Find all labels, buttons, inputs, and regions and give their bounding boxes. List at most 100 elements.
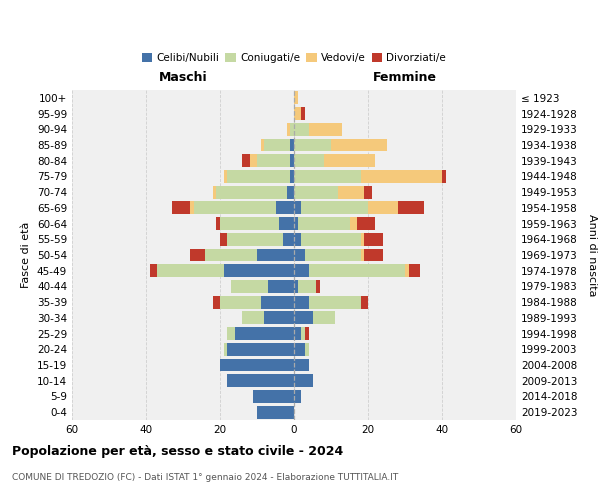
Bar	[305, 327, 309, 340]
Bar	[220, 233, 227, 245]
Bar	[338, 186, 364, 198]
Bar	[265, 138, 290, 151]
Bar	[364, 233, 383, 245]
Bar	[313, 312, 335, 324]
Bar	[227, 327, 235, 340]
Bar	[294, 358, 309, 372]
Bar	[227, 233, 283, 245]
Bar	[287, 186, 294, 198]
Bar	[220, 296, 260, 308]
Bar	[364, 248, 383, 262]
Bar	[227, 343, 294, 355]
Bar	[323, 154, 376, 167]
Bar	[212, 296, 220, 308]
Bar	[298, 217, 349, 230]
Bar	[305, 248, 361, 262]
Bar	[294, 154, 323, 167]
Bar	[309, 264, 405, 277]
Bar	[268, 280, 294, 293]
Bar	[301, 107, 305, 120]
Bar	[220, 358, 294, 372]
Bar	[287, 123, 290, 136]
Bar	[294, 107, 301, 120]
Bar	[231, 280, 268, 293]
Bar	[257, 154, 290, 167]
Y-axis label: Anni di nascita: Anni di nascita	[587, 214, 597, 296]
Bar	[224, 343, 227, 355]
Bar	[242, 312, 265, 324]
Bar	[294, 138, 331, 151]
Bar	[309, 296, 361, 308]
Bar	[357, 217, 376, 230]
Bar	[257, 248, 294, 262]
Text: Femmine: Femmine	[373, 70, 437, 84]
Bar	[172, 202, 190, 214]
Bar	[301, 233, 361, 245]
Bar	[260, 138, 265, 151]
Bar	[220, 217, 279, 230]
Bar	[260, 296, 294, 308]
Text: COMUNE DI TREDOZIO (FC) - Dati ISTAT 1° gennaio 2024 - Elaborazione TUTTITALIA.I: COMUNE DI TREDOZIO (FC) - Dati ISTAT 1° …	[12, 473, 398, 482]
Text: Popolazione per età, sesso e stato civile - 2024: Popolazione per età, sesso e stato civil…	[12, 445, 343, 458]
Bar	[294, 280, 298, 293]
Bar	[227, 170, 290, 183]
Bar	[294, 123, 309, 136]
Bar	[190, 202, 194, 214]
Y-axis label: Fasce di età: Fasce di età	[22, 222, 31, 288]
Bar	[217, 186, 287, 198]
Bar	[157, 264, 224, 277]
Bar	[309, 123, 342, 136]
Bar	[331, 138, 386, 151]
Bar	[361, 248, 364, 262]
Bar	[235, 327, 294, 340]
Bar	[294, 264, 309, 277]
Bar	[294, 233, 301, 245]
Bar	[190, 248, 205, 262]
Bar	[364, 186, 372, 198]
Bar	[275, 202, 294, 214]
Bar	[361, 296, 368, 308]
Bar	[294, 374, 313, 387]
Bar	[349, 217, 357, 230]
Bar	[294, 390, 301, 403]
Bar	[294, 170, 361, 183]
Bar	[294, 92, 298, 104]
Bar	[257, 406, 294, 418]
Bar	[194, 202, 275, 214]
Bar	[409, 264, 420, 277]
Bar	[294, 327, 301, 340]
Bar	[405, 264, 409, 277]
Bar	[294, 186, 338, 198]
Bar	[294, 312, 313, 324]
Bar	[294, 217, 298, 230]
Bar	[290, 138, 294, 151]
Bar	[290, 123, 294, 136]
Bar	[250, 154, 257, 167]
Bar	[265, 312, 294, 324]
Bar	[316, 280, 320, 293]
Bar	[305, 343, 309, 355]
Bar	[294, 202, 301, 214]
Bar	[301, 202, 368, 214]
Bar	[212, 186, 217, 198]
Bar	[253, 390, 294, 403]
Bar	[224, 170, 227, 183]
Bar	[290, 154, 294, 167]
Bar	[242, 154, 250, 167]
Bar	[279, 217, 294, 230]
Legend: Celibi/Nubili, Coniugati/e, Vedovi/e, Divorziati/e: Celibi/Nubili, Coniugati/e, Vedovi/e, Di…	[137, 49, 451, 68]
Bar	[283, 233, 294, 245]
Bar	[224, 264, 294, 277]
Bar	[298, 280, 316, 293]
Bar	[294, 343, 305, 355]
Bar	[217, 217, 220, 230]
Bar	[361, 233, 364, 245]
Bar	[361, 170, 442, 183]
Bar	[294, 296, 309, 308]
Text: Maschi: Maschi	[158, 70, 208, 84]
Bar	[290, 170, 294, 183]
Bar	[442, 170, 446, 183]
Bar	[368, 202, 398, 214]
Bar	[150, 264, 157, 277]
Bar	[301, 327, 305, 340]
